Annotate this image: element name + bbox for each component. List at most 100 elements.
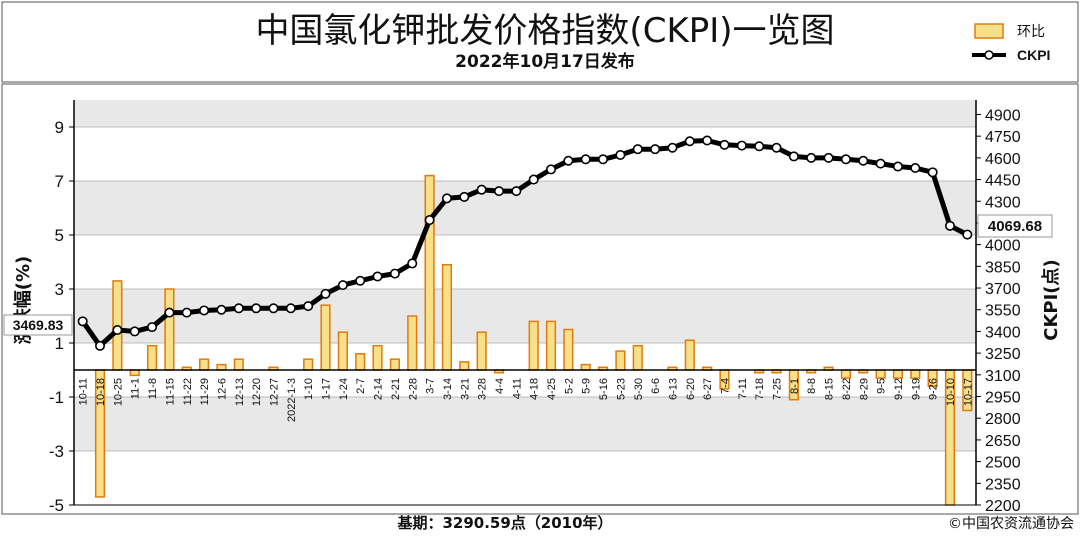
chart-title: 中国氯化钾批发价格指数(CKPI)一览图 [255,11,834,51]
bar [424,174,435,371]
bar [320,304,331,371]
bar [216,363,227,371]
x-tick-label: 9-5 [876,378,888,394]
x-tick-label: 9-26 [928,378,940,400]
x-tick-label: 7-25 [772,378,784,400]
bar [233,358,244,371]
x-tick-label: 5-16 [598,378,610,400]
ckpi-point [719,139,730,150]
bar [146,344,158,371]
x-tick-label: 2022-1-3 [286,378,298,422]
ckpi-point [303,301,314,312]
bar [389,358,400,371]
x-tick-label: 6-6 [650,378,662,394]
last-value-box [977,214,1053,238]
bar [355,353,366,371]
left-tick-label: 5 [55,226,64,245]
ckpi-point [389,268,400,279]
x-tick-label: 12-20 [251,378,263,406]
x-tick-label: 8-15 [824,378,836,400]
ckpi-point [112,324,123,335]
bar [476,331,487,371]
legend-bar-swatch [974,23,1004,39]
ckpi-point [598,154,609,165]
x-tick-label: 6-27 [702,378,714,400]
x-tick-label: 11-15 [164,378,176,405]
plot-bands [74,100,976,451]
bar [910,369,921,379]
ckpi-point [251,303,262,314]
bar [632,344,643,371]
ckpi-point [806,152,817,163]
legend-line-marker [984,50,994,60]
bar [580,363,591,371]
ckpi-point [320,288,331,299]
x-tick-label: 9-19 [910,378,922,400]
x-tick-label: 4-18 [529,378,541,400]
x-tick-label: 10-10 [945,378,957,406]
left-tick-label: -1 [49,388,64,407]
x-tick-label: 11-8 [147,378,159,399]
x-axis-ticks: 10-11 10-18 10-25 11-1 11-8 11-15 11-22 11-29 12… [78,378,975,422]
ckpi-point [632,144,643,155]
plot-band [74,289,976,343]
x-tick-label: 2-21 [390,378,402,400]
bar [459,361,470,371]
bar [563,328,574,371]
x-tick-label: 6-20 [685,378,697,400]
bar [528,320,539,371]
x-tick-label: 8-22 [841,378,853,400]
bar [615,350,626,371]
x-tick-label: 1-24 [338,378,350,400]
ckpi-point [355,275,366,286]
right-tick-label: 3850 [985,259,1021,276]
x-tick-label: 11-22 [182,378,194,405]
ckpi-point [493,186,504,197]
x-tick-label: 12-27 [269,378,281,406]
ckpi-point [580,154,591,165]
ckpi-point [684,136,695,147]
right-tick-label: 2350 [985,476,1021,493]
legend-bar-label: 环比 [1017,24,1045,40]
right-tick-label: 2200 [985,498,1021,515]
bar [337,331,348,371]
last-value-callout: 4069.68 [977,214,1053,238]
ckpi-point [285,303,296,314]
left-tick-label: 3 [55,280,64,299]
bar [840,369,851,379]
bar [684,339,695,371]
x-tick-label: 5-30 [633,378,645,400]
ckpi-point [823,152,834,163]
right-tick-label: 3100 [985,368,1021,385]
x-tick-label: 3-7 [425,378,437,394]
bar [875,369,886,379]
bar [892,369,904,379]
ckpi-point [858,155,869,166]
bar [545,320,557,371]
legend-line-label: CKPI [1017,47,1050,63]
grid-lines [74,126,976,506]
ckpi-point [129,326,140,337]
ckpi-point [736,140,747,151]
ckpi-point [563,155,574,166]
x-tick-label: 5-23 [615,378,627,400]
x-tick-label: 7-18 [754,378,766,400]
x-tick-label: 3-28 [477,378,489,400]
right-tick-label: 3400 [985,324,1021,341]
bar [164,288,175,371]
last-value-label: 4069.68 [988,218,1042,235]
right-axis-label: CKPI(点) [1040,259,1062,341]
right-tick-label: 3250 [985,346,1021,363]
right-tick-label: 3700 [985,281,1021,298]
ckpi-point [702,135,713,146]
x-tick-label: 3-14 [442,378,454,400]
left-tick-label: 9 [55,118,64,137]
ckpi-point [771,142,782,153]
ckpi-point [372,271,383,282]
x-tick-label: 2-28 [407,378,419,400]
legend: 环比 CKPI [972,23,1050,63]
plot-band [74,181,976,235]
ckpi-point [199,305,210,316]
